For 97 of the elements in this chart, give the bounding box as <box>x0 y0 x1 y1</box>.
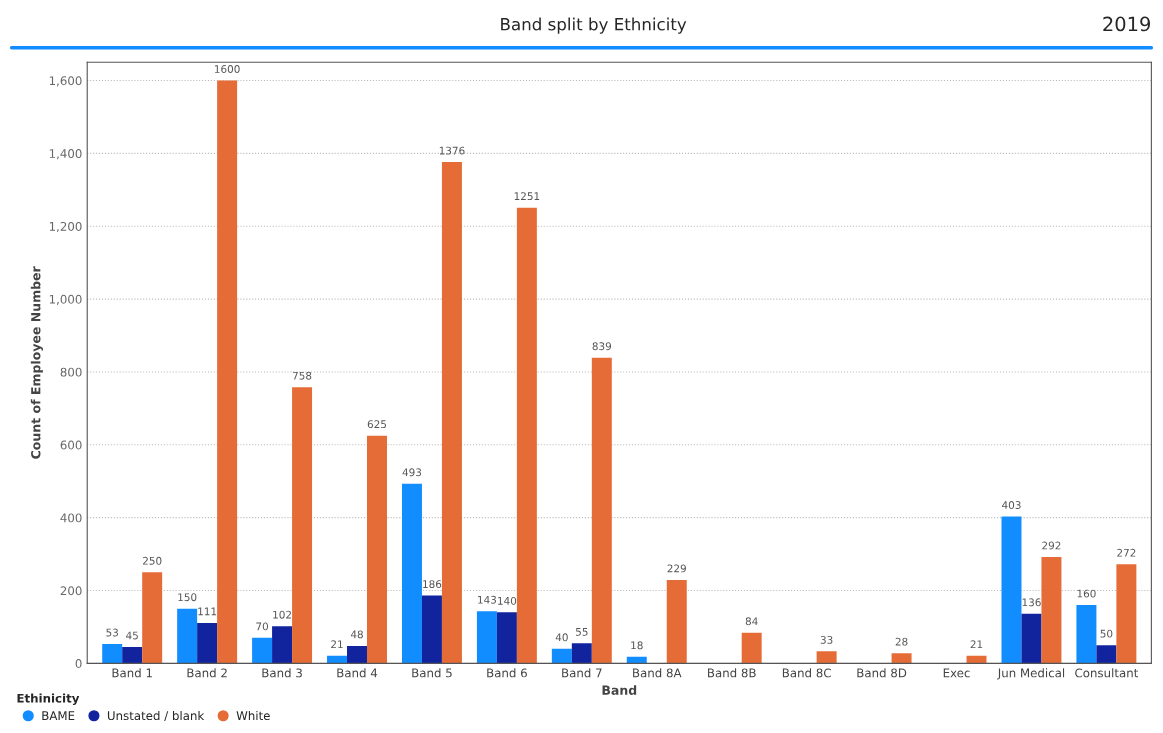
x-tick-label: Exec <box>943 668 970 678</box>
data-label: 48 <box>350 630 363 639</box>
x-tick-label: Band 4 <box>337 668 378 678</box>
bar <box>1001 516 1022 664</box>
bar <box>327 655 348 664</box>
bar <box>367 435 387 664</box>
y-tick-label: 400 <box>60 513 82 523</box>
x-tick-label: Band 7 <box>562 668 602 678</box>
legend-label: BAME <box>42 711 75 720</box>
x-axis-title: Band <box>602 685 637 695</box>
data-label: 18 <box>631 641 643 650</box>
data-label: 111 <box>198 607 217 616</box>
bar <box>496 612 517 664</box>
data-label: 186 <box>423 580 442 589</box>
data-label: 1251 <box>514 192 540 201</box>
bar <box>292 387 313 664</box>
legend-label: White <box>236 710 270 721</box>
x-tick-label: Band 8C <box>782 668 831 678</box>
bar <box>1041 557 1062 664</box>
data-label: 53 <box>106 628 118 637</box>
data-label: 272 <box>1117 548 1136 557</box>
data-label: 292 <box>1042 541 1061 550</box>
x-tick-label: Jun Medical <box>997 668 1065 680</box>
bar <box>1096 645 1117 664</box>
text: 2019 <box>1103 16 1150 32</box>
data-label: 403 <box>1002 501 1021 509</box>
y-tick-label: 0 <box>75 659 82 669</box>
x-tick-label: Band 6 <box>487 668 527 678</box>
bar <box>441 162 462 664</box>
bar <box>421 595 442 664</box>
bar <box>102 644 123 664</box>
data-label: 33 <box>820 635 833 644</box>
data-label: 758 <box>292 371 312 380</box>
y-tick-label: 1,400 <box>49 149 82 160</box>
data-label: 160 <box>1077 589 1096 598</box>
data-label: 102 <box>273 610 291 619</box>
data-label: 28 <box>895 637 908 646</box>
bar <box>177 608 198 664</box>
bar <box>666 579 687 664</box>
bar <box>1021 613 1042 664</box>
data-label: 21 <box>331 640 343 648</box>
data-label: 493 <box>402 468 422 477</box>
data-label: 150 <box>178 593 197 602</box>
y-tick-label: 1,600 <box>49 76 82 87</box>
bar <box>252 637 273 664</box>
bar <box>516 207 537 664</box>
data-label: 136 <box>1022 598 1041 607</box>
data-label: 70 <box>256 622 269 631</box>
bar <box>142 572 163 664</box>
bar <box>551 648 572 664</box>
data-label: 250 <box>142 556 162 565</box>
bar <box>122 646 143 664</box>
bar <box>626 656 647 664</box>
x-tick-label: Consultant <box>1075 668 1139 678</box>
bar <box>217 80 238 664</box>
x-tick-label: Band 8D <box>857 668 907 678</box>
data-label: 84 <box>745 617 758 626</box>
x-tick-label: Band 2 <box>187 668 227 678</box>
data-label: 21 <box>970 640 983 648</box>
data-label: 839 <box>592 342 612 351</box>
data-label: 143 <box>478 595 497 604</box>
data-label: 625 <box>367 420 387 429</box>
bar <box>347 645 367 664</box>
x-tick-label: Band 1 <box>112 668 152 678</box>
chart-title: Band split by Ethnicity <box>501 17 687 34</box>
bar <box>591 357 612 664</box>
y-tick-label: 200 <box>60 586 82 596</box>
bar <box>272 626 293 664</box>
bar <box>741 632 762 664</box>
bar <box>401 483 422 664</box>
bar <box>1116 564 1137 664</box>
bar <box>476 611 497 664</box>
data-label: 140 <box>498 596 517 605</box>
y-tick-label: 1,000 <box>49 294 82 305</box>
bar <box>891 653 912 664</box>
bar <box>571 643 592 664</box>
bar <box>816 651 837 664</box>
data-label: 55 <box>576 628 588 636</box>
bar <box>1076 605 1097 664</box>
data-label: 1600 <box>215 65 240 73</box>
y-axis-title: Count of Employee Number <box>30 266 44 459</box>
x-tick-label: Band 8B <box>708 668 756 678</box>
x-tick-label: Band 8A <box>633 668 682 678</box>
bar <box>966 655 987 664</box>
y-tick-label: 600 <box>60 440 82 450</box>
legend-label: Unstated / blank <box>107 710 205 722</box>
y-tick-label: 1,200 <box>49 221 82 233</box>
x-tick-label: Band 5 <box>412 668 452 678</box>
data-label: 40 <box>555 633 568 642</box>
y-tick-label: 800 <box>60 367 82 377</box>
data-label: 1376 <box>439 146 465 155</box>
data-label: 45 <box>126 631 138 640</box>
x-tick-label: Band 3 <box>262 668 302 678</box>
legend-title: Ethinicity <box>17 693 80 706</box>
data-label: 50 <box>1100 629 1113 638</box>
bar <box>197 622 218 664</box>
data-label: 229 <box>667 564 686 573</box>
